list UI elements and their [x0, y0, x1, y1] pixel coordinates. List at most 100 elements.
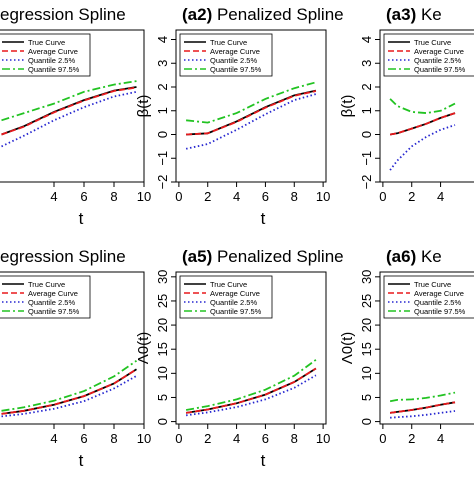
x-tick-label: 8: [291, 189, 298, 204]
series-group: [1, 359, 138, 418]
x-tick-label: 2: [408, 189, 415, 204]
panel-title: (a3) Ke: [386, 5, 442, 24]
panel-title: (a6) Ke: [386, 247, 442, 266]
x-tick-label: 10: [316, 431, 330, 446]
x-tick-label: 2: [408, 431, 415, 446]
legend-entry: Average Curve: [28, 289, 78, 298]
panel-a5: (a5) Penalized Spline 0 5 10 15 20 25 30 0 2 4 6 8 10…: [135, 247, 344, 470]
plot-frame: [175, 29, 327, 183]
series-line-average-curve: [185, 367, 317, 414]
y-tick-label: 0: [155, 131, 170, 138]
panel-a1: egression Spline 4 6 8 10 t True CurveAverage …: [0, 5, 151, 228]
y-tick-label: 5: [359, 394, 374, 401]
legend-entry: Quantile 97.5%: [414, 307, 466, 316]
series-line-quantile-97-5: [389, 391, 456, 403]
x-tick-label: 10: [137, 431, 151, 446]
series-group: [185, 81, 317, 150]
y-tick-label: 0: [155, 418, 170, 425]
panel-label: (a6): [386, 247, 421, 266]
y-tick-label: 3: [359, 60, 374, 67]
series-line-quantile-2-5: [389, 124, 456, 171]
legend-entry: True Curve: [414, 280, 451, 289]
y-tick-label: 2: [359, 83, 374, 90]
panel-a6: (a6) Ke 0 5 10 15 20 25 30 0 2 4 Λ0(t) True CurveAve…: [339, 247, 474, 446]
x-tick-label: 2: [204, 189, 211, 204]
x-tick-label: 6: [262, 431, 269, 446]
x-tick-label: 0: [379, 189, 386, 204]
panel-a3: (a3) Ke −2 −1 0 1 2 3 4 0 2 4 β(t) True CurveAverage…: [339, 5, 474, 204]
x-tick-label: 0: [379, 431, 386, 446]
x-tick-label: 8: [110, 431, 117, 446]
y-tick-label: 0: [359, 131, 374, 138]
plot-frame: [0, 29, 145, 183]
x-tick-label: 0: [175, 431, 182, 446]
panel-title: egression Spline: [0, 5, 126, 24]
series-line-quantile-2-5: [185, 374, 317, 417]
x-tick-label: 4: [50, 431, 57, 446]
y-axis-label: Λ0(t): [135, 332, 152, 365]
plot-frame: [379, 271, 474, 425]
series-group: [185, 359, 317, 417]
x-tick-label: 8: [110, 189, 117, 204]
legend-entry: Average Curve: [210, 289, 260, 298]
series-group: [389, 98, 456, 171]
y-tick-label: 1: [359, 107, 374, 114]
y-tick-label: 25: [359, 294, 374, 308]
y-tick-label: 25: [155, 294, 170, 308]
series-group: [389, 391, 456, 419]
x-tick-label: 10: [137, 189, 151, 204]
y-tick-label: −1: [155, 151, 170, 166]
legend-entry: Average Curve: [414, 289, 464, 298]
y-tick-label: 20: [359, 318, 374, 332]
panel-a4: egression Spline 4 6 8 10 t True CurveAverage …: [0, 247, 151, 470]
y-tick-label: 0: [359, 418, 374, 425]
plot-frame: [175, 271, 327, 425]
x-axis-label: t: [261, 209, 266, 228]
y-tick-label: −1: [359, 151, 374, 166]
panel-title: (a2) Penalized Spline: [182, 5, 344, 24]
panel-title: (a5) Penalized Spline: [182, 247, 344, 266]
plot-frame: [379, 29, 474, 183]
series-line-quantile-2-5: [390, 410, 456, 419]
panel-title-text: egression Spline: [0, 247, 126, 266]
legend-entry: Quantile 2.5%: [28, 56, 75, 65]
series-line-quantile-97-5: [186, 81, 317, 124]
x-tick-label: 8: [291, 431, 298, 446]
legend-entry: Quantile 2.5%: [28, 298, 75, 307]
series-line-average-curve: [186, 90, 317, 136]
y-tick-label: 4: [155, 36, 170, 43]
x-tick-label: 4: [437, 431, 444, 446]
legend-entry: True Curve: [414, 38, 451, 47]
series-group: [1, 80, 137, 148]
panel-label: (a2): [182, 5, 217, 24]
y-tick-label: 10: [155, 366, 170, 380]
plot-frame: [0, 271, 145, 425]
x-axis-label: t: [79, 209, 84, 228]
y-tick-label: −2: [155, 175, 170, 190]
x-tick-label: 6: [80, 189, 87, 204]
y-tick-label: 15: [359, 342, 374, 356]
x-tick-label: 6: [80, 431, 87, 446]
series-line-true-curve: [186, 89, 317, 136]
panel-title: egression Spline: [0, 247, 126, 266]
y-axis-label: β(t): [135, 95, 152, 118]
series-line-quantile-97-5: [389, 98, 456, 115]
y-tick-label: 5: [155, 394, 170, 401]
x-tick-label: 4: [233, 189, 240, 204]
series-line-average-curve: [1, 86, 137, 136]
x-axis-label: t: [261, 451, 266, 470]
panel-title-text: Ke: [421, 247, 442, 266]
legend-entry: Quantile 2.5%: [414, 298, 461, 307]
x-tick-label: 10: [316, 189, 330, 204]
y-axis-label: Λ0(t): [339, 332, 356, 365]
legend-entry: True Curve: [210, 38, 247, 47]
series-line-quantile-2-5: [1, 90, 137, 148]
legend-entry: Quantile 97.5%: [28, 65, 80, 74]
x-tick-label: 4: [437, 189, 444, 204]
y-tick-label: 10: [359, 366, 374, 380]
